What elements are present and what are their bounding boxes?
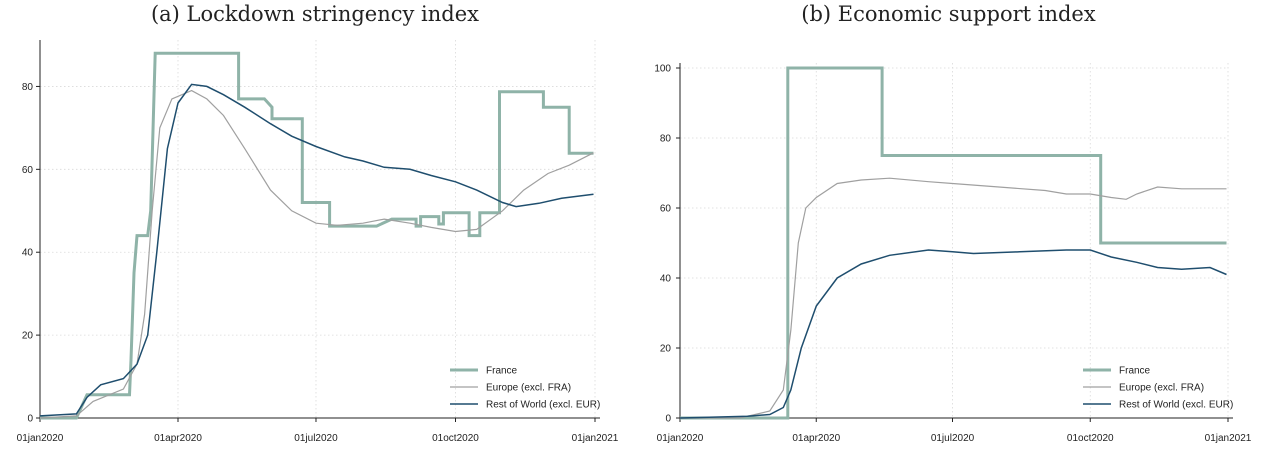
x-tick-label: 01oct2020 [432,433,479,444]
legend-label-france: France [1119,366,1151,377]
chart-panel-a: 0 20 40 60 80 01jan2020 01apr2020 01jul2020 01oc… [17,40,619,444]
y-tick-label: 40 [660,274,672,285]
series-line-rest-of-world-excl-eur [679,249,1227,419]
y-tick-label: 20 [22,331,34,342]
chart-panel-b: 0 20 40 60 80 100 01jan2020 01apr2020 01jul2020 0… [654,63,1252,444]
y-tick-label: 0 [665,414,671,425]
series-line-france [680,66,1227,420]
x-tick-label: 01apr2020 [792,433,840,444]
series-line-europe-excl-fra [680,177,1227,419]
legend-label-rest-of-world-excl-eur: Rest of World (excl. EUR) [1119,400,1233,411]
legend-label-europe-excl-fra: Europe (excl. FRA) [486,383,571,394]
y-tick-label: 60 [22,165,34,176]
x-tick-label: 01jan2021 [1205,433,1252,444]
x-tick-label: 01jan2021 [572,433,619,444]
legend-label-europe-excl-fra: Europe (excl. FRA) [1119,383,1204,394]
x-tick-label: 01oct2020 [1067,433,1114,444]
chart-title-a: (a) Lockdown stringency index [150,2,480,26]
y-tick-label: 80 [660,134,672,145]
y-tick-label: 100 [654,64,671,75]
series-line-rest-of-world-excl-eur [39,83,594,417]
x-tick-label: 01jul2020 [294,433,338,444]
y-tick-label: 0 [27,414,33,425]
series-line-france [40,51,594,420]
y-tick-label: 40 [22,248,34,259]
x-tick-label: 01jan2020 [657,433,704,444]
y-tick-label: 60 [660,204,672,215]
series-line-europe-excl-fra [39,89,594,419]
x-tick-label: 01jan2020 [17,433,64,444]
y-tick-label: 80 [22,82,34,93]
y-tick-label: 20 [660,344,672,355]
legend-label-france: France [486,366,518,377]
legend-label-rest-of-world-excl-eur: Rest of World (excl. EUR) [486,400,600,411]
x-tick-label: 01apr2020 [154,433,202,444]
chart-title-b: (b) Economic support index [801,2,1096,26]
x-tick-label: 01jul2020 [931,433,975,444]
